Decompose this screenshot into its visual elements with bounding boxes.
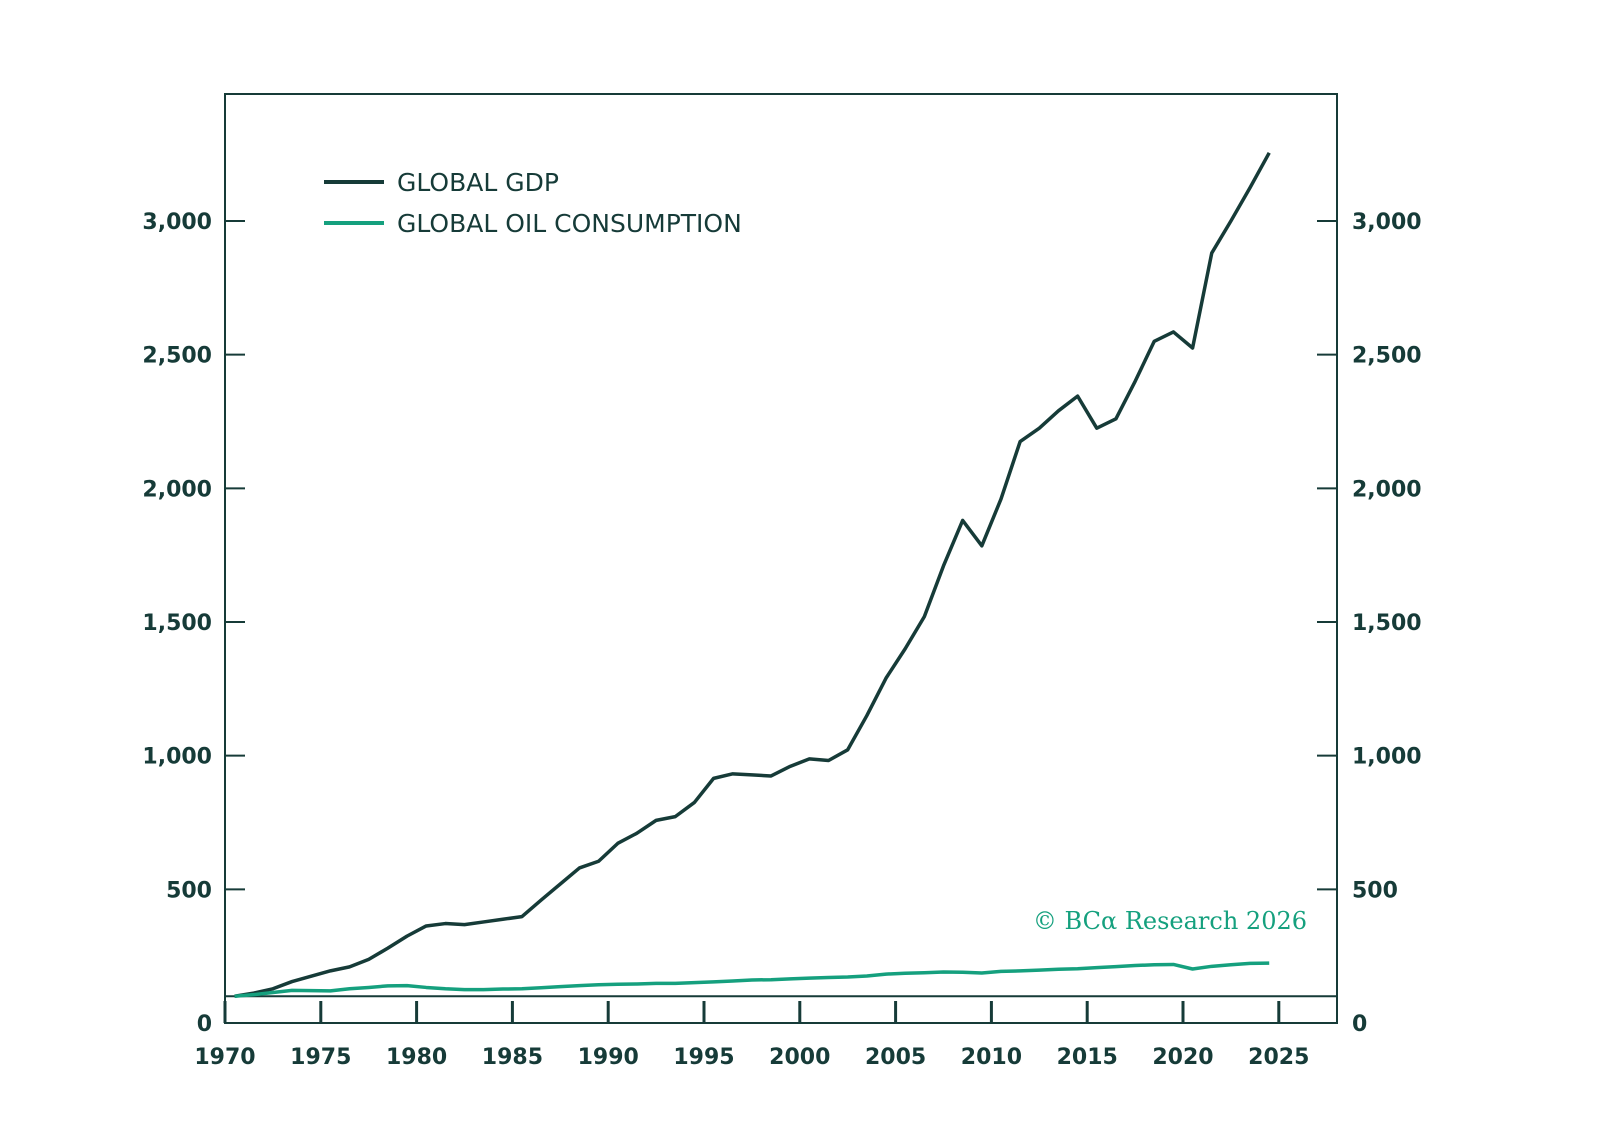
x-tick-label: 2015	[1057, 1045, 1118, 1070]
legend: GLOBAL GDP GLOBAL OIL CONSUMPTION	[324, 168, 742, 238]
x-tick-label: 1980	[386, 1045, 447, 1070]
y-tick-label-right: 1,000	[1352, 745, 1422, 770]
x-tick-label: 1985	[482, 1045, 543, 1070]
y-tick-label-left: 1,500	[142, 611, 212, 636]
x-tick-label: 1990	[578, 1045, 639, 1070]
y-tick-label-left: 500	[166, 878, 212, 903]
series-line-oil	[234, 961, 1270, 999]
x-tick-label: 1975	[290, 1045, 351, 1070]
plot-frame	[224, 93, 1338, 1024]
x-tick-label: 2005	[865, 1045, 926, 1070]
copyright-watermark: © BCα Research 2026	[1033, 907, 1307, 935]
y-tick-label-left: 0	[197, 1012, 212, 1037]
y-tick-label-right: 500	[1352, 878, 1398, 903]
legend-label-gdp: GLOBAL GDP	[397, 168, 559, 197]
y-tick-label-right: 2,000	[1352, 477, 1422, 502]
y-tick-label-left: 2,000	[142, 477, 212, 502]
x-tick-label: 2020	[1152, 1045, 1213, 1070]
x-tick-label: 1995	[673, 1045, 734, 1070]
y-tick-label-right: 0	[1352, 1012, 1367, 1037]
y-tick-label-right: 2,500	[1352, 344, 1422, 369]
y-tick-label-left: 2,500	[142, 344, 212, 369]
y-tick-label-left: 3,000	[142, 210, 212, 235]
y-tick-label-left: 1,000	[142, 745, 212, 770]
x-tick-label: 2010	[961, 1045, 1022, 1070]
x-tick-label: 1970	[194, 1045, 255, 1070]
series-line-gdp	[234, 151, 1271, 998]
y-tick-label-right: 3,000	[1352, 210, 1422, 235]
y-tick-label-right: 1,500	[1352, 611, 1422, 636]
x-tick-label: 2025	[1248, 1045, 1309, 1070]
x-tick-label: 2000	[769, 1045, 830, 1070]
legend-label-oil: GLOBAL OIL CONSUMPTION	[397, 209, 742, 238]
